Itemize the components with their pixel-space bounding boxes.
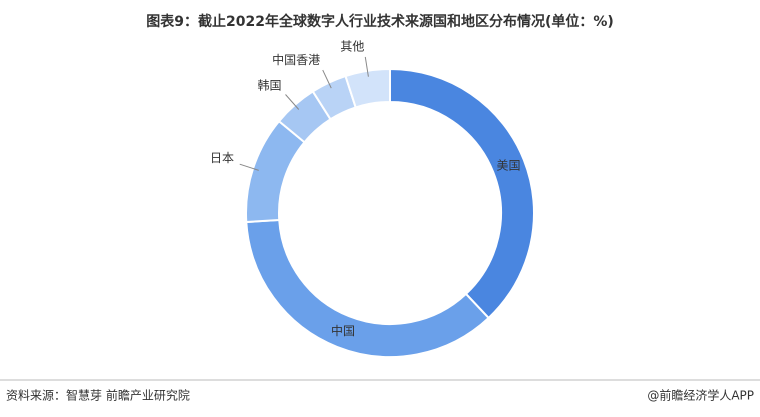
donut-slice <box>389 67 535 320</box>
leader-line <box>285 94 300 110</box>
leader-line <box>322 69 332 89</box>
donut-slice <box>245 119 306 224</box>
slice-label: 日本 <box>210 151 234 165</box>
slice-label: 中国 <box>331 323 355 338</box>
leader-line <box>364 56 369 77</box>
slice-label: 韩国 <box>258 77 282 92</box>
donut-slice <box>245 218 490 358</box>
slice-label: 其他 <box>340 40 364 54</box>
credit: @前瞻经济学人APP <box>647 388 754 403</box>
slice-label: 美国 <box>497 159 521 173</box>
chart-title: 图表9：截止2022年全球数字人行业技术来源国和地区分布情况(单位：%) <box>146 13 614 30</box>
slice-label: 中国香港 <box>272 52 320 67</box>
leader-line <box>239 163 259 171</box>
source: 资料来源：智慧芽 前瞻产业研究院 <box>6 388 190 403</box>
donut-slice <box>344 67 391 109</box>
